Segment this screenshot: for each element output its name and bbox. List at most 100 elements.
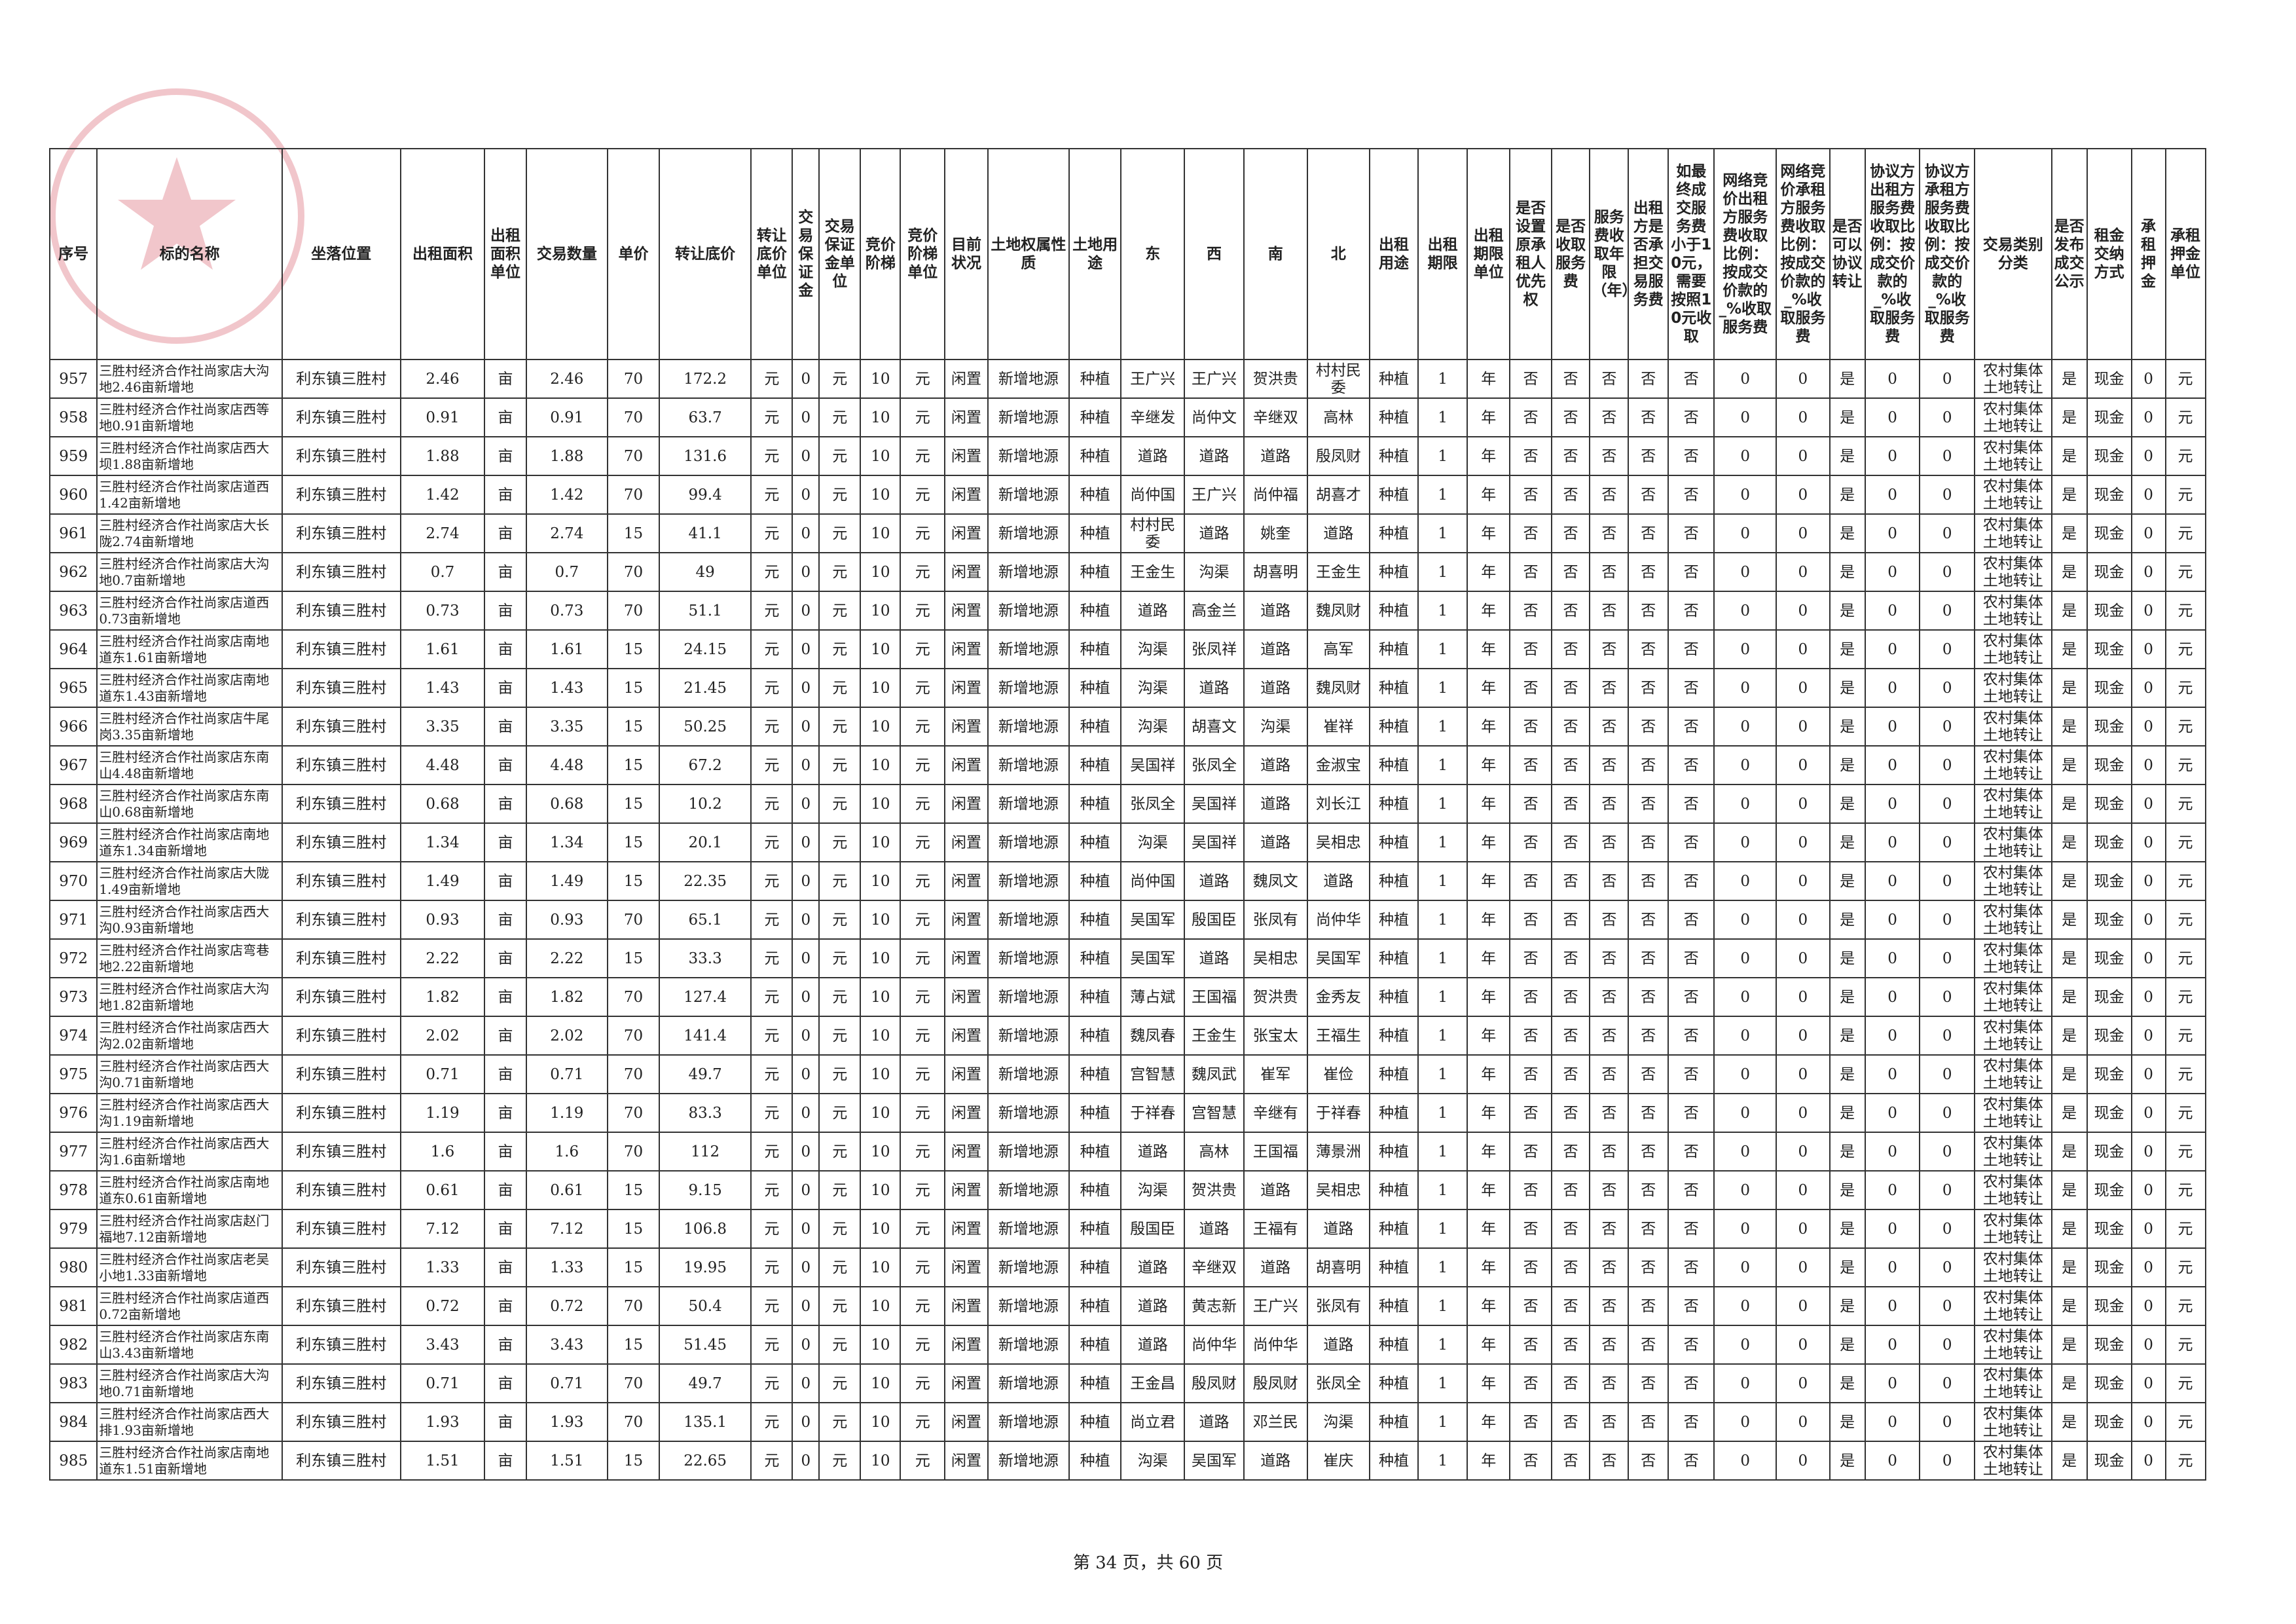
table-cell: 否 [1589, 707, 1630, 747]
table-cell: 否 [1667, 822, 1715, 862]
table-cell: 10 [860, 1363, 902, 1403]
column-header: 网络竞价承租方服务费收取比例：按成交价款的_%收取服务费 [1776, 148, 1831, 360]
table-cell: 51.45 [659, 1325, 752, 1365]
table-cell: 0 [2130, 475, 2166, 515]
table-cell: 是 [2050, 977, 2088, 1017]
table-cell: 三胜村经济合作社尚家店老吴小地1.33亩新增地 [96, 1247, 283, 1287]
table-cell: 否 [1628, 397, 1669, 437]
table-cell: 否 [1550, 359, 1591, 399]
table-cell: 现金 [2086, 938, 2132, 978]
table-cell: 道路 [1243, 1441, 1308, 1481]
table-cell: 0 [1713, 1363, 1777, 1403]
table-cell: 是 [2050, 1247, 2088, 1287]
table-cell: 新增地源 [987, 1325, 1070, 1365]
table-cell: 种植 [1368, 1132, 1419, 1172]
table-cell: 现金 [2086, 668, 2132, 708]
table-cell: 0 [2130, 513, 2166, 553]
table-cell: 1.43 [525, 668, 608, 708]
table-cell: 是 [2050, 1209, 2088, 1249]
table-cell: 元 [750, 1286, 793, 1326]
table-cell: 否 [1589, 668, 1630, 708]
table-cell: 种植 [1368, 1325, 1419, 1365]
table-cell: 三胜村经济合作社尚家店西大沟2.02亩新增地 [96, 1016, 283, 1056]
table-cell: 0 [1864, 552, 1921, 592]
table-cell: 种植 [1368, 900, 1419, 940]
table-cell: 利东镇三胜村 [281, 977, 401, 1017]
table-cell: 1.61 [399, 629, 486, 669]
table-cell: 否 [1509, 745, 1552, 785]
table-cell: 否 [1550, 1093, 1591, 1133]
table-cell: 0 [1713, 977, 1777, 1017]
table-cell: 1.19 [399, 1093, 486, 1133]
table-cell: 殷国臣 [1184, 900, 1245, 940]
table-cell: 利东镇三胜村 [281, 1016, 401, 1056]
table-cell: 10 [860, 1054, 902, 1094]
table-cell: 0 [1776, 977, 1831, 1017]
table-cell: 0 [792, 900, 820, 940]
column-header: 协议方出租方服务费收取比例：按成交价款的_%收取服务费 [1864, 148, 1921, 360]
table-cell: 1.19 [525, 1093, 608, 1133]
table-cell: 三胜村经济合作社尚家店牛尾岗3.35亩新增地 [96, 707, 283, 747]
table-cell: 否 [1667, 1247, 1715, 1287]
table-cell: 吴国军 [1184, 1441, 1245, 1481]
table-row: 968 三胜村经济合作社尚家店东南山0.68亩新增地 利东镇三胜村 0.68 亩 0.68… [48, 784, 2206, 824]
table-cell: 新增地源 [987, 1402, 1070, 1442]
table-cell: 辛继双 [1184, 1247, 1245, 1287]
table-cell: 元 [2164, 1209, 2206, 1249]
table-cell: 年 [1466, 436, 1511, 476]
table-cell: 年 [1466, 552, 1511, 592]
table-cell: 1 [1417, 784, 1468, 824]
table-cell: 种植 [1368, 552, 1419, 592]
table-cell: 闲置 [944, 707, 989, 747]
table-cell: 亩 [484, 977, 527, 1017]
table-cell: 沟渠 [1306, 1402, 1370, 1442]
table-cell: 否 [1667, 1402, 1715, 1442]
page-number: 第 34 页，共 60 页 [1072, 1553, 1224, 1573]
table-cell: 尚仲福 [1243, 475, 1308, 515]
column-header: 协议方承租方服务费收取比例：按成交价款的_%收取服务费 [1919, 148, 1975, 360]
table-cell: 否 [1667, 1441, 1715, 1481]
table-cell: 道路 [1243, 1170, 1308, 1210]
table-cell: 闲置 [944, 629, 989, 669]
table-cell: 15 [606, 938, 661, 978]
table-cell: 10 [860, 1016, 902, 1056]
table-cell: 元 [2164, 900, 2206, 940]
table-cell: 0 [1919, 475, 1975, 515]
table-cell: 闲置 [944, 1016, 989, 1056]
table-cell: 闲置 [944, 1170, 989, 1210]
table-cell: 元 [818, 1054, 862, 1094]
table-cell: 闲置 [944, 591, 989, 631]
table-cell: 70 [606, 977, 661, 1017]
table-cell: 年 [1466, 1363, 1511, 1403]
table-cell: 0 [1713, 513, 1777, 553]
table-cell: 是 [1829, 552, 1866, 592]
table-cell: 0 [792, 1247, 820, 1287]
table-cell: 否 [1628, 861, 1669, 901]
table-cell: 否 [1589, 591, 1630, 631]
table-cell: 薄景洲 [1306, 1132, 1370, 1172]
table-cell: 0 [1919, 1286, 1975, 1326]
table-cell: 10 [860, 668, 902, 708]
table-cell: 否 [1550, 938, 1591, 978]
table-cell: 0 [1864, 1402, 1921, 1442]
table-cell: 元 [900, 1247, 946, 1287]
table-cell: 元 [900, 475, 946, 515]
table-cell: 现金 [2086, 436, 2132, 476]
table-cell: 0 [1919, 397, 1975, 437]
table-cell: 1 [1417, 591, 1468, 631]
table-cell: 1.93 [525, 1402, 608, 1442]
table-cell: 种植 [1068, 745, 1122, 785]
table-cell: 新增地源 [987, 977, 1070, 1017]
table-cell: 现金 [2086, 1441, 2132, 1481]
table-cell: 0.72 [525, 1286, 608, 1326]
table-cell: 2.02 [399, 1016, 486, 1056]
table-cell: 978 [48, 1170, 98, 1210]
table-cell: 0 [792, 1363, 820, 1403]
table-cell: 0 [1864, 668, 1921, 708]
table-cell: 农村集体土地转让 [1974, 977, 2052, 1017]
table-cell: 于祥春 [1120, 1093, 1186, 1133]
table-cell: 否 [1550, 475, 1591, 515]
table-row: 966 三胜村经济合作社尚家店牛尾岗3.35亩新增地 利东镇三胜村 3.35 亩 3.35… [48, 707, 2206, 747]
table-cell: 种植 [1068, 938, 1122, 978]
table-cell: 0 [792, 668, 820, 708]
